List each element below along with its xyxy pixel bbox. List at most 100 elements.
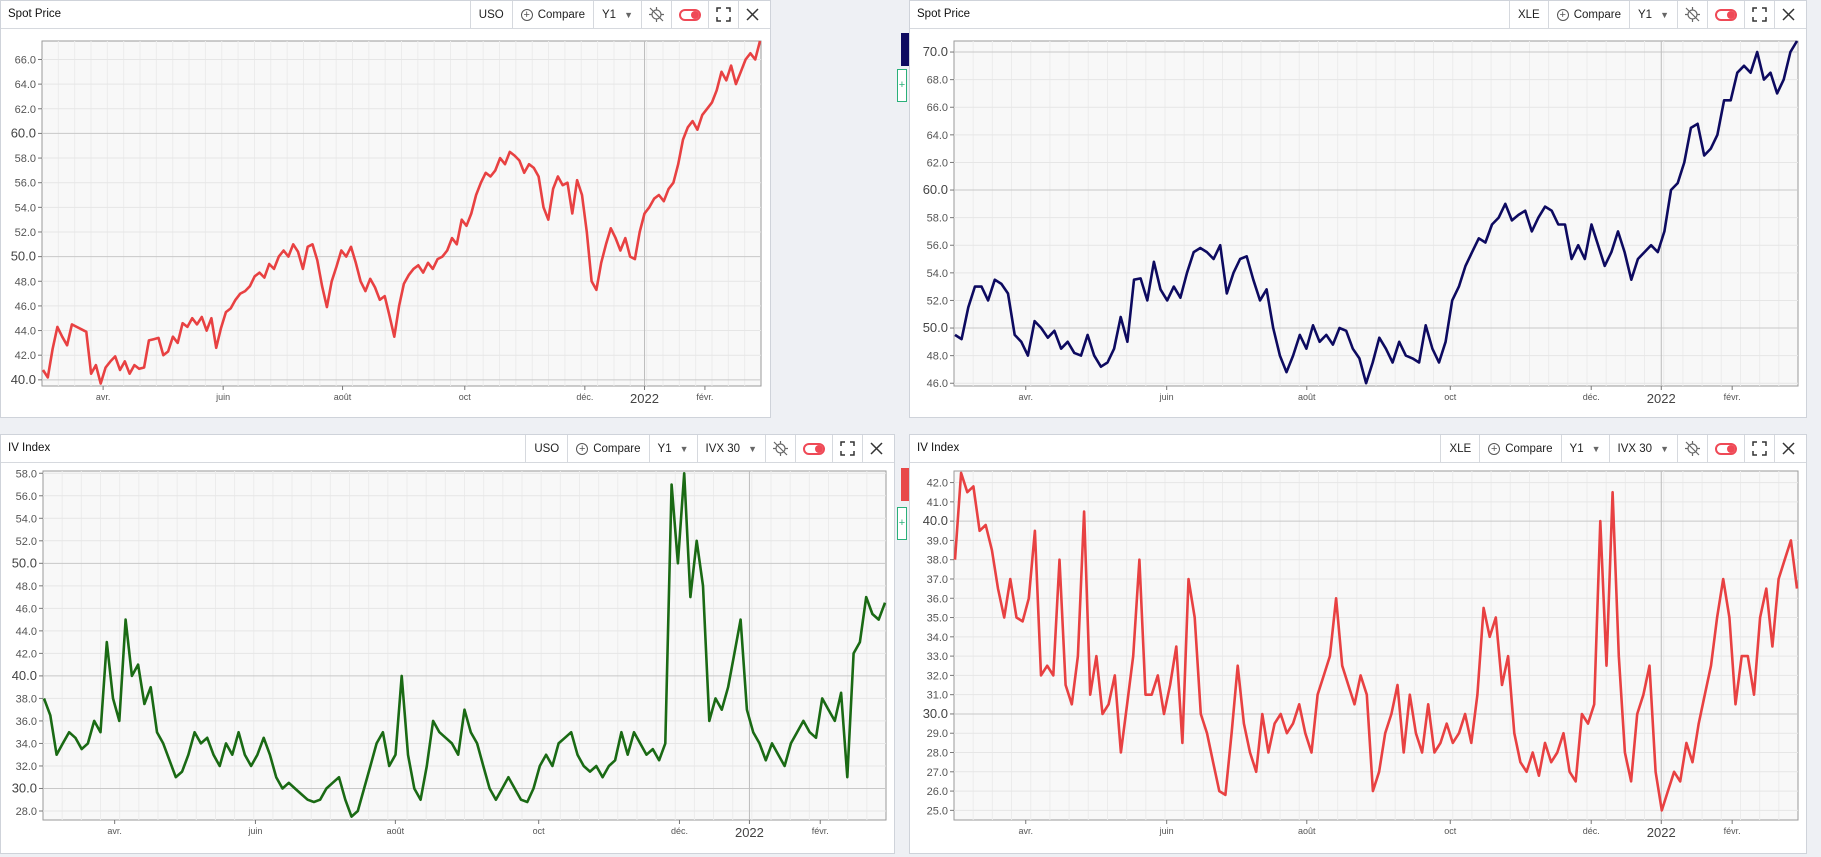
chart-svg: 28.0 30.0 32.0 34.0 36.0 38.0 40.0 42.0 44.0 46.0… (12, 468, 887, 840)
y-tick-label: 52.0 (15, 227, 36, 239)
x-tick-label: 2022 (1647, 825, 1676, 840)
compare-button[interactable]: + Compare (511, 1, 593, 28)
x-tick-label: oct (1444, 392, 1457, 402)
panel-title: IV Index (917, 442, 960, 454)
period-dropdown[interactable]: Y1 ▼ (1560, 435, 1609, 462)
close-button[interactable] (862, 435, 890, 462)
toggle-switch[interactable] (1707, 435, 1744, 462)
series-line (954, 40, 1799, 385)
x-tick-label: déc. (1583, 826, 1600, 836)
period-dropdown[interactable]: Y1 ▼ (648, 435, 697, 462)
panel-header: IV Index USO + Compare Y1 ▼ IVX 30 ▼ (1, 435, 894, 463)
ticker-selector[interactable]: XLE (1440, 435, 1479, 462)
fullscreen-button[interactable] (832, 435, 862, 462)
caret-down-icon: ▼ (1660, 9, 1669, 20)
y-tick-label: 28.0 (16, 806, 37, 818)
y-tick-label: 40.0 (11, 372, 36, 387)
plus-circle-icon: + (1556, 8, 1569, 21)
close-icon (1782, 8, 1795, 21)
y-tick-label: 29.0 (927, 728, 948, 740)
y-tick-label: 44.0 (16, 626, 37, 638)
y-tick-label: 54.0 (16, 513, 37, 525)
measure-dropdown[interactable]: IVX 30 ▼ (696, 435, 765, 462)
x-tick-label: juin (1159, 826, 1174, 836)
y-tick-label: 52.0 (927, 295, 948, 307)
compare-label: Compare (1573, 8, 1621, 21)
y-tick-label: 34.0 (927, 632, 948, 644)
x-tick-label: 2022 (630, 391, 659, 406)
x-tick-label: oct (459, 392, 472, 402)
toggle-switch[interactable] (795, 435, 832, 462)
toggle-switch[interactable] (1707, 1, 1744, 28)
x-tick-label: févr. (1724, 392, 1741, 402)
measure-label: IVX 30 (705, 442, 741, 455)
crosshair-toggle-button[interactable] (641, 1, 671, 28)
compare-button[interactable]: + Compare (1479, 435, 1560, 462)
x-tick-label: avr. (96, 392, 111, 402)
close-icon (746, 8, 759, 21)
y-tick-label: 64.0 (927, 130, 948, 142)
y-tick-label: 56.0 (16, 491, 37, 503)
series-line (42, 472, 887, 818)
crosshair-off-icon (1685, 7, 1700, 22)
fullscreen-icon (716, 7, 731, 22)
y-tick-label: 25.0 (927, 805, 948, 817)
fullscreen-button[interactable] (1744, 435, 1774, 462)
x-tick-label: avr. (1018, 826, 1033, 836)
y-tick-label: 46.0 (927, 378, 948, 390)
series-color-marker (901, 33, 909, 66)
toggle-icon (1715, 442, 1737, 455)
plus-circle-icon: + (520, 8, 533, 21)
y-tick-label: 48.0 (927, 351, 948, 363)
x-tick-label: déc. (1583, 392, 1600, 402)
fullscreen-button[interactable] (708, 1, 738, 28)
caret-down-icon: ▼ (1660, 443, 1669, 454)
y-tick-label: 46.0 (16, 603, 37, 615)
toggle-icon (803, 442, 825, 455)
close-button[interactable] (738, 1, 766, 28)
y-tick-label: 46.0 (15, 301, 36, 313)
y-tick-label: 26.0 (927, 786, 948, 798)
y-tick-label: 44.0 (15, 326, 36, 338)
y-tick-label: 58.0 (16, 468, 37, 480)
x-tick-label: oct (533, 826, 546, 836)
period-dropdown[interactable]: Y1 ▼ (593, 1, 641, 28)
y-tick-label: 30.0 (12, 780, 37, 795)
fullscreen-button[interactable] (1744, 1, 1774, 28)
period-dropdown[interactable]: Y1 ▼ (1629, 1, 1677, 28)
compare-button[interactable]: + Compare (1547, 1, 1629, 28)
ticker-selector[interactable]: XLE (1508, 1, 1548, 28)
ticker-selector[interactable]: USO (469, 1, 512, 28)
crosshair-toggle-button[interactable] (1677, 1, 1707, 28)
add-series-button[interactable]: + (897, 507, 907, 540)
x-tick-label: déc. (671, 826, 688, 836)
panel-title: Spot Price (8, 8, 62, 20)
chart-svg: 40.0 42.0 44.0 46.0 48.0 50.0 52.0 54.0 56.0 58.0… (11, 40, 762, 406)
y-tick-label: 56.0 (15, 178, 36, 190)
y-tick-label: 66.0 (927, 102, 948, 114)
fullscreen-icon (840, 441, 855, 456)
y-tick-label: 32.0 (16, 761, 37, 773)
crosshair-toggle-button[interactable] (1677, 435, 1707, 462)
crosshair-toggle-button[interactable] (765, 435, 795, 462)
y-tick-label: 38.0 (927, 555, 948, 567)
compare-button[interactable]: + Compare (567, 435, 648, 462)
close-button[interactable] (1774, 435, 1802, 462)
y-tick-label: 31.0 (927, 690, 948, 702)
crosshair-off-icon (773, 441, 788, 456)
close-icon (870, 442, 883, 455)
x-tick-label: oct (1444, 826, 1457, 836)
y-tick-label: 39.0 (927, 535, 948, 547)
x-tick-label: 2022 (735, 825, 764, 840)
toggle-switch[interactable] (671, 1, 708, 28)
close-button[interactable] (1774, 1, 1802, 28)
caret-down-icon: ▼ (1591, 443, 1601, 454)
measure-dropdown[interactable]: IVX 30 ▼ (1608, 435, 1677, 462)
y-tick-label: 64.0 (15, 79, 36, 91)
y-tick-label: 41.0 (927, 497, 948, 509)
y-tick-label: 56.0 (927, 240, 948, 252)
ticker-selector[interactable]: USO (525, 435, 567, 462)
y-tick-label: 33.0 (927, 651, 948, 663)
spot-price-uso-panel: Spot Price USO + Compare Y1 ▼ 40.0 42.0 44.0… (0, 0, 771, 418)
add-series-button[interactable]: + (897, 69, 907, 102)
